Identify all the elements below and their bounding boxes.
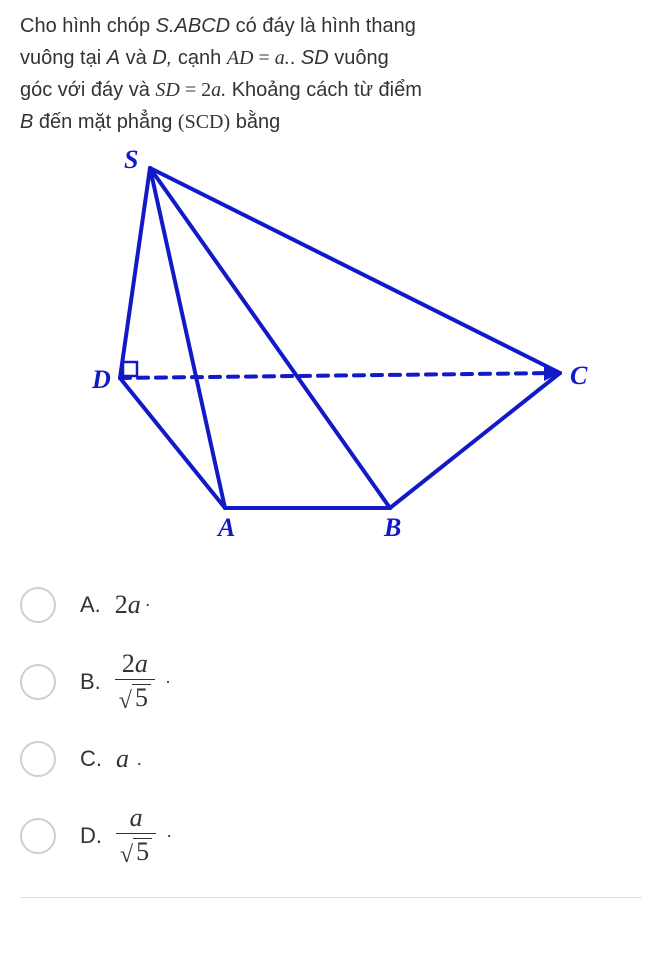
svg-text:D: D xyxy=(91,365,111,394)
q-l2d: D, xyxy=(152,47,172,69)
option-value-b: 2a √5 · xyxy=(115,651,171,713)
q-l4d: bằng xyxy=(230,111,280,133)
option-value-a: 2a· xyxy=(115,590,151,620)
q-l1c: có đáy là hình thang xyxy=(230,15,416,37)
option-letter-c: C. xyxy=(80,746,102,772)
q-l3a: góc với đáy và xyxy=(20,79,155,101)
option-b-row[interactable]: B. 2a √5 · xyxy=(20,651,642,713)
q-l2b: A xyxy=(107,47,120,69)
option-c-row[interactable]: C. a. xyxy=(20,731,642,787)
q-l2k: vuông xyxy=(329,47,389,69)
svg-text:S: S xyxy=(124,148,138,174)
q-l4c: (SCD) xyxy=(178,111,230,133)
option-a-row[interactable]: A. 2a· xyxy=(20,577,642,633)
q-l2f: AD xyxy=(227,47,254,69)
q-l1a: Cho hình chóp xyxy=(20,15,156,37)
radio-b[interactable] xyxy=(20,664,56,700)
opt-d-sqrt: 5 xyxy=(133,838,152,865)
q-l4a: B xyxy=(20,111,33,133)
q-l1b: S.ABCD xyxy=(156,15,230,37)
svg-text:C: C xyxy=(570,361,588,390)
diagram-svg: S D C A B xyxy=(50,148,590,548)
option-value-c: a. xyxy=(116,744,142,774)
radio-d[interactable] xyxy=(20,818,56,854)
q-l2j: SD xyxy=(301,47,329,69)
q-l2i: . xyxy=(290,47,301,69)
q-l3b: SD xyxy=(155,79,179,101)
radio-c[interactable] xyxy=(20,741,56,777)
opt-b-num-a: a xyxy=(135,649,148,678)
opt-b-sqrt: 5 xyxy=(132,684,151,711)
option-d-row[interactable]: D. a √5 · xyxy=(20,805,642,867)
q-l4b: đến mặt phẳng xyxy=(33,111,178,133)
radio-a[interactable] xyxy=(20,587,56,623)
q-l3c: = 2 xyxy=(180,79,211,101)
q-l2g: = xyxy=(253,47,274,69)
question-text: Cho hình chóp S.ABCD có đáy là hình than… xyxy=(20,10,642,138)
q-l2c: và xyxy=(120,47,152,69)
option-letter-d: D. xyxy=(80,823,102,849)
option-value-d: a √5 · xyxy=(116,805,172,867)
bottom-divider xyxy=(20,897,642,898)
svg-text:A: A xyxy=(216,513,235,542)
option-letter-a: A. xyxy=(80,592,101,618)
q-l2e: cạnh xyxy=(172,47,226,69)
q-l3d: a. xyxy=(211,79,226,101)
q-l2a: vuông tại xyxy=(20,47,107,69)
answer-options: A. 2a· B. 2a √5 · C. a. D. a √5 · xyxy=(20,577,642,867)
svg-text:B: B xyxy=(383,513,401,542)
q-l3e: Khoảng cách từ điểm xyxy=(226,79,422,101)
q-l2h: a. xyxy=(275,47,290,69)
option-letter-b: B. xyxy=(80,669,101,695)
opt-d-num: a xyxy=(126,805,147,833)
pyramid-diagram: S D C A B xyxy=(50,148,642,553)
